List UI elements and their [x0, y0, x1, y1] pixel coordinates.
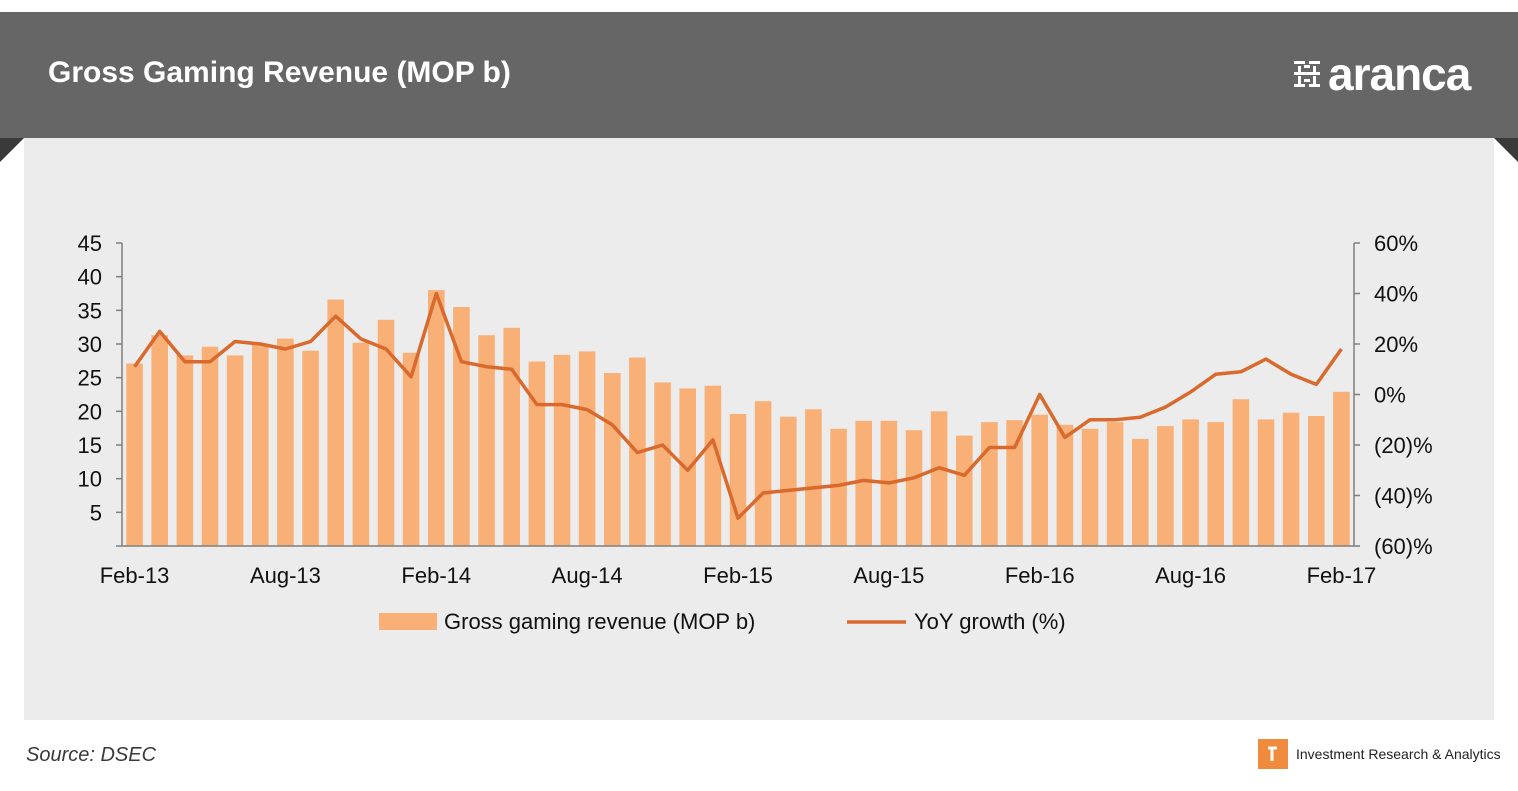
x-tick-label: Feb-16: [1005, 563, 1075, 588]
left-tick-label: 20: [78, 399, 102, 424]
revenue-bar: [578, 351, 596, 546]
revenue-bar: [905, 430, 923, 546]
x-tick-label: Feb-14: [401, 563, 471, 588]
revenue-bar: [553, 354, 571, 546]
left-tick-label: 45: [78, 231, 102, 256]
brand-logo: aranca: [1292, 48, 1471, 100]
legend-bar-swatch: [379, 613, 437, 630]
right-tick-label: (40)%: [1374, 484, 1433, 509]
aranca-logo-icon: [1294, 61, 1320, 87]
x-tick-label: Aug-14: [552, 563, 623, 588]
revenue-bar: [352, 342, 370, 546]
revenue-bar: [1132, 438, 1149, 546]
brand-name: aranca: [1328, 48, 1471, 100]
revenue-bar: [780, 416, 797, 546]
revenue-bar: [1333, 391, 1350, 546]
left-tick-label: 15: [78, 433, 102, 458]
revenue-bar: [754, 401, 772, 546]
left-tick-label: 35: [78, 298, 102, 323]
revenue-bar: [528, 361, 546, 546]
aranca-badge-icon: [1258, 739, 1288, 769]
right-tick-label: 40%: [1374, 282, 1418, 307]
revenue-bar: [855, 420, 872, 546]
revenue-bar: [729, 414, 747, 546]
x-tick-label: Feb-15: [703, 563, 773, 588]
footer-brand: Investment Research & Analytics: [1258, 739, 1501, 769]
revenue-bar: [302, 350, 319, 546]
revenue-bar: [930, 411, 948, 546]
revenue-bar: [830, 428, 847, 546]
revenue-bar: [1207, 422, 1224, 546]
gross-gaming-revenue-chart: 45 40 35 30 25 20 15 10 5 60% 40% 20% 0% (20)% (40)% (6…: [78, 231, 1433, 634]
x-tick-label: Feb-17: [1307, 563, 1377, 588]
revenue-bar: [981, 422, 998, 546]
left-tick-label: 5: [90, 500, 102, 525]
revenue-bar: [277, 338, 294, 546]
page-title: Gross Gaming Revenue (MOP b): [48, 56, 511, 89]
legend-label-revenue: Gross gaming revenue (MOP b): [444, 609, 755, 634]
revenue-bar: [503, 327, 520, 546]
revenue-bar: [1106, 422, 1124, 546]
revenue-bar: [654, 382, 671, 546]
revenue-bar: [1006, 420, 1023, 546]
revenue-bar: [1282, 412, 1300, 546]
revenue-bar: [704, 385, 722, 546]
revenue-bar: [1056, 424, 1074, 546]
left-tick-label: 40: [78, 265, 102, 290]
revenue-bar: [327, 299, 344, 546]
x-tick-label: Aug-13: [250, 563, 321, 588]
revenue-bar: [604, 373, 621, 546]
revenue-bar: [1031, 414, 1048, 546]
revenue-bar: [377, 319, 395, 546]
header-bar: [0, 12, 1518, 138]
revenue-bar: [176, 355, 194, 546]
x-tick-label: Aug-15: [853, 563, 924, 588]
x-tick-label: Feb-13: [100, 563, 170, 588]
revenue-bar: [428, 290, 445, 546]
revenue-bar: [1232, 399, 1250, 546]
revenue-bar: [453, 307, 470, 546]
right-tick-label: 0%: [1374, 383, 1406, 408]
x-tick-label: Aug-16: [1155, 563, 1226, 588]
revenue-bar: [252, 344, 269, 546]
revenue-bar: [478, 335, 495, 546]
left-tick-label: 10: [78, 467, 102, 492]
revenue-bar: [1257, 419, 1275, 546]
revenue-bar: [1308, 416, 1325, 546]
revenue-bar: [226, 355, 244, 546]
revenue-bar: [1081, 428, 1099, 546]
right-tick-label: (20)%: [1374, 433, 1433, 458]
left-tick-label: 25: [78, 366, 102, 391]
revenue-bar: [956, 435, 973, 546]
revenue-bar: [126, 363, 143, 546]
revenue-bar: [151, 335, 168, 546]
yoy-growth-line: [133, 291, 1343, 520]
source-note: Source: DSEC: [26, 744, 157, 766]
revenue-bar: [402, 352, 420, 546]
revenue-bar: [1182, 419, 1199, 546]
revenue-bar: [805, 409, 822, 546]
header-fold-right: [1494, 138, 1518, 162]
legend-label-yoy: YoY growth (%): [914, 609, 1066, 634]
right-tick-label: 20%: [1374, 332, 1418, 357]
header-fold-left: [0, 138, 24, 162]
chart-panel: 45 40 35 30 25 20 15 10 5 60% 40% 20% 0% (20)% (40)% (6…: [24, 138, 1494, 720]
right-tick-label: 60%: [1374, 231, 1418, 256]
tagline: Investment Research & Analytics: [1296, 746, 1501, 762]
revenue-bar: [201, 346, 219, 546]
revenue-bar: [1157, 426, 1174, 546]
revenue-bar: [679, 388, 696, 546]
chart-legend: Gross gaming revenue (MOP b) YoY growth …: [379, 609, 1066, 634]
right-tick-label: (60)%: [1374, 534, 1433, 559]
left-tick-label: 30: [78, 332, 102, 357]
